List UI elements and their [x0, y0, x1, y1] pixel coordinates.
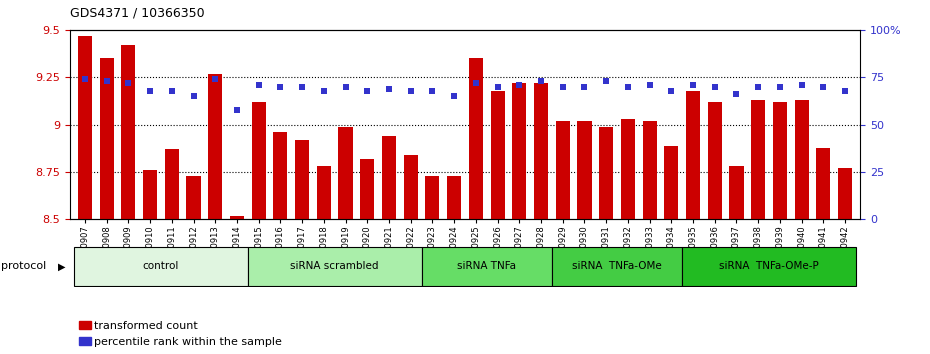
Point	[404, 88, 418, 93]
Text: siRNA TNFa: siRNA TNFa	[458, 261, 516, 272]
FancyBboxPatch shape	[683, 247, 856, 286]
Point	[729, 92, 744, 97]
Bar	[187, 176, 201, 219]
Bar	[686, 91, 700, 219]
Bar	[143, 170, 157, 219]
Bar	[555, 121, 570, 219]
Bar	[817, 148, 830, 219]
Point	[251, 82, 266, 88]
Point	[121, 80, 136, 86]
Point	[230, 107, 245, 113]
Text: ▶: ▶	[58, 261, 65, 272]
Text: siRNA  TNFa-OMe-P: siRNA TNFa-OMe-P	[719, 261, 819, 272]
Bar	[230, 216, 244, 219]
Point	[446, 93, 461, 99]
Point	[273, 84, 288, 90]
FancyBboxPatch shape	[247, 247, 421, 286]
FancyBboxPatch shape	[551, 247, 683, 286]
Point	[664, 88, 679, 93]
Bar	[751, 100, 765, 219]
Bar	[578, 121, 591, 219]
Point	[534, 78, 549, 84]
FancyBboxPatch shape	[74, 247, 247, 286]
Point	[512, 82, 526, 88]
Bar	[621, 119, 635, 219]
Point	[490, 84, 505, 90]
Bar	[100, 58, 113, 219]
Bar	[339, 127, 352, 219]
Point	[599, 78, 614, 84]
Text: siRNA  TNFa-OMe: siRNA TNFa-OMe	[572, 261, 662, 272]
Point	[685, 82, 700, 88]
Point	[100, 78, 114, 84]
Bar	[469, 58, 483, 219]
Bar	[838, 169, 852, 219]
Bar	[794, 100, 809, 219]
Point	[620, 84, 635, 90]
Point	[295, 84, 310, 90]
FancyBboxPatch shape	[421, 247, 551, 286]
Point	[425, 88, 440, 93]
Point	[708, 84, 723, 90]
Bar	[643, 121, 657, 219]
Point	[642, 82, 657, 88]
Point	[555, 84, 570, 90]
Bar	[599, 127, 613, 219]
Bar	[534, 83, 548, 219]
Bar	[295, 140, 309, 219]
Bar	[78, 36, 92, 219]
Bar	[512, 83, 526, 219]
Bar	[404, 155, 418, 219]
Point	[816, 84, 830, 90]
Point	[142, 88, 157, 93]
Point	[469, 80, 484, 86]
Text: transformed count: transformed count	[94, 321, 198, 331]
Bar	[273, 132, 287, 219]
Point	[360, 88, 375, 93]
Point	[838, 88, 853, 93]
Bar	[773, 102, 787, 219]
Bar	[708, 102, 722, 219]
Bar	[360, 159, 375, 219]
Bar	[425, 176, 440, 219]
Point	[207, 76, 222, 82]
Text: protocol: protocol	[1, 261, 46, 272]
Bar	[729, 166, 743, 219]
Bar	[664, 145, 678, 219]
Text: percentile rank within the sample: percentile rank within the sample	[94, 337, 282, 347]
Bar	[165, 149, 179, 219]
Bar	[490, 91, 505, 219]
Bar	[447, 176, 461, 219]
Bar	[252, 102, 266, 219]
Point	[77, 76, 92, 82]
Text: siRNA scrambled: siRNA scrambled	[290, 261, 379, 272]
Text: GDS4371 / 10366350: GDS4371 / 10366350	[70, 6, 205, 19]
Bar	[382, 136, 396, 219]
Text: control: control	[143, 261, 179, 272]
Point	[794, 82, 809, 88]
Point	[165, 88, 179, 93]
Point	[751, 84, 765, 90]
Bar	[121, 45, 136, 219]
Bar	[317, 166, 331, 219]
Point	[577, 84, 591, 90]
Point	[381, 86, 396, 92]
Point	[339, 84, 353, 90]
Point	[773, 84, 788, 90]
Point	[186, 93, 201, 99]
Bar	[208, 74, 222, 219]
Point	[316, 88, 331, 93]
